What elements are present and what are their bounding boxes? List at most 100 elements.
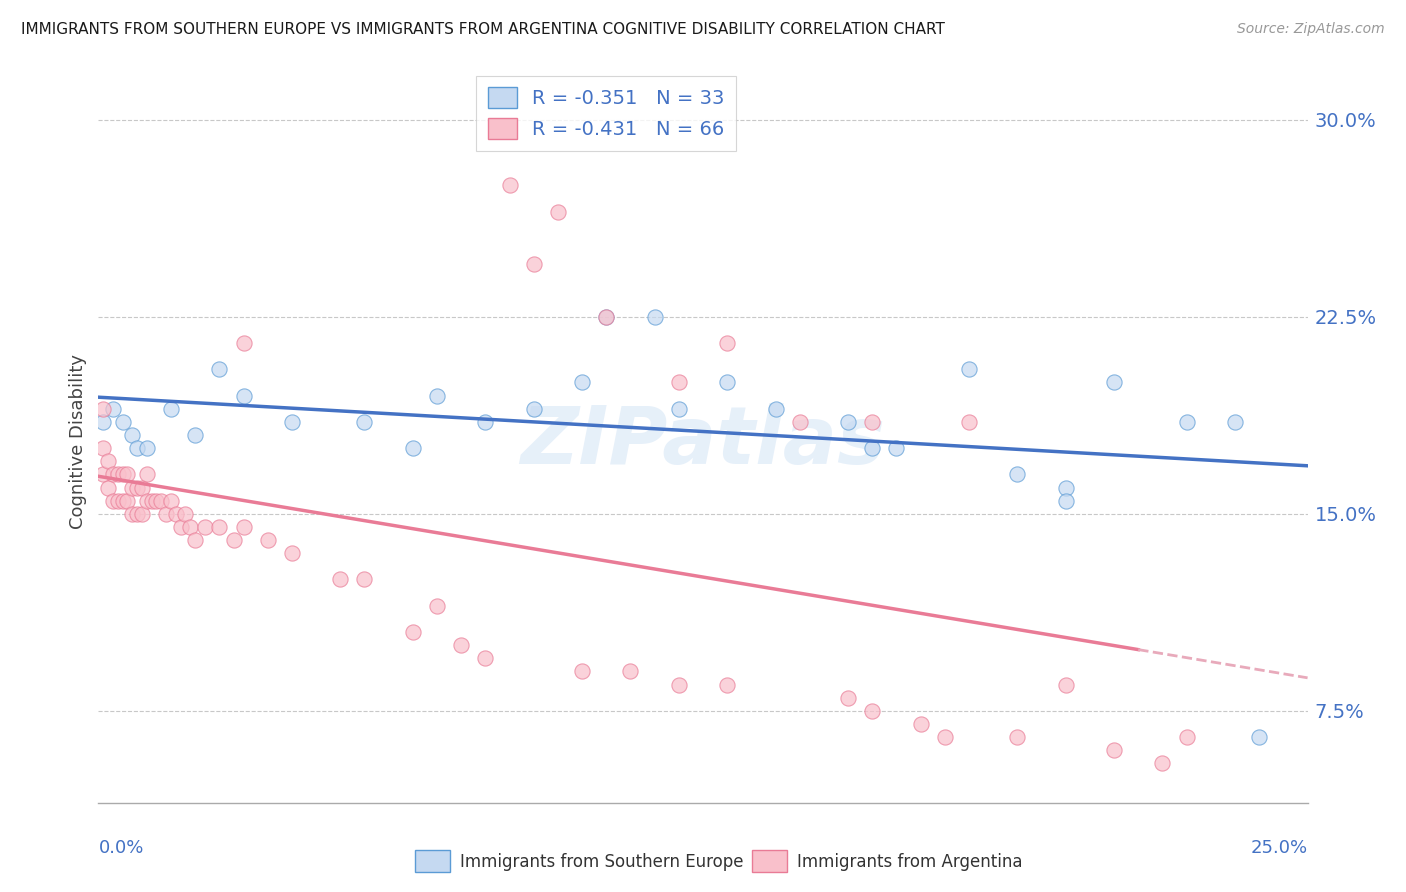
Point [910, 717, 932, 731]
Point [1054, 493, 1077, 508]
Point [145, 493, 167, 508]
Text: ZIPatlas: ZIPatlas [520, 402, 886, 481]
Point [934, 730, 956, 744]
Point [127, 481, 149, 495]
Point [402, 441, 425, 455]
Point [1054, 677, 1077, 691]
Point [668, 677, 690, 691]
Point [208, 362, 231, 376]
Point [837, 415, 859, 429]
Point [957, 415, 980, 429]
Point [860, 704, 883, 718]
Point [232, 388, 254, 402]
Point [101, 493, 124, 508]
Point [121, 507, 143, 521]
Point [141, 493, 163, 508]
Point [135, 467, 157, 482]
Point [97, 454, 120, 468]
Point [135, 493, 157, 508]
Point [523, 257, 546, 271]
Point [208, 520, 231, 534]
Point [402, 625, 425, 640]
Point [127, 441, 149, 455]
Point [716, 336, 738, 351]
Point [1102, 743, 1125, 757]
Point [117, 467, 139, 482]
Point [716, 677, 738, 691]
Point [1007, 730, 1029, 744]
Text: Immigrants from Southern Europe: Immigrants from Southern Europe [460, 853, 744, 871]
Point [91, 401, 114, 416]
Point [111, 467, 134, 482]
Point [184, 533, 207, 547]
Point [222, 533, 245, 547]
FancyBboxPatch shape [752, 850, 787, 872]
Point [107, 467, 129, 482]
Point [160, 493, 183, 508]
Point [174, 507, 197, 521]
Point [595, 310, 617, 324]
Point [91, 415, 114, 429]
Point [91, 441, 114, 455]
Text: Immigrants from Argentina: Immigrants from Argentina [797, 853, 1022, 871]
Point [571, 665, 593, 679]
Point [111, 493, 134, 508]
Point [498, 178, 520, 193]
Point [644, 310, 666, 324]
Point [91, 467, 114, 482]
Point [131, 507, 153, 521]
FancyBboxPatch shape [415, 850, 450, 872]
Y-axis label: Cognitive Disability: Cognitive Disability [69, 354, 87, 529]
Point [155, 507, 177, 521]
Point [1223, 415, 1246, 429]
Point [101, 401, 124, 416]
Point [165, 507, 187, 521]
Point [886, 441, 908, 455]
Point [426, 388, 449, 402]
Text: 0.0%: 0.0% [98, 838, 143, 857]
Point [353, 573, 375, 587]
Point [860, 415, 883, 429]
Point [668, 401, 690, 416]
Point [329, 573, 352, 587]
Text: Source: ZipAtlas.com: Source: ZipAtlas.com [1237, 22, 1385, 37]
Text: IMMIGRANTS FROM SOUTHERN EUROPE VS IMMIGRANTS FROM ARGENTINA COGNITIVE DISABILIT: IMMIGRANTS FROM SOUTHERN EUROPE VS IMMIG… [21, 22, 945, 37]
Point [571, 376, 593, 390]
Point [256, 533, 278, 547]
Point [121, 481, 143, 495]
Point [232, 336, 254, 351]
Point [135, 441, 157, 455]
Point [1249, 730, 1271, 744]
Point [127, 507, 149, 521]
Point [837, 690, 859, 705]
Point [957, 362, 980, 376]
Point [184, 428, 207, 442]
Point [169, 520, 191, 534]
Point [232, 520, 254, 534]
Point [160, 401, 183, 416]
Legend: R = -0.351   N = 33, R = -0.431   N = 66: R = -0.351 N = 33, R = -0.431 N = 66 [477, 76, 737, 151]
Point [619, 665, 641, 679]
Point [101, 467, 124, 482]
Point [426, 599, 449, 613]
Point [668, 376, 690, 390]
Point [150, 493, 173, 508]
Point [1054, 481, 1077, 495]
Point [716, 376, 738, 390]
Point [1152, 756, 1174, 771]
Point [860, 441, 883, 455]
Point [131, 481, 153, 495]
Point [789, 415, 811, 429]
Point [1007, 467, 1029, 482]
Point [281, 546, 304, 560]
Point [97, 481, 120, 495]
Point [474, 415, 496, 429]
Point [523, 401, 546, 416]
Point [179, 520, 201, 534]
Point [1175, 730, 1198, 744]
Point [595, 310, 617, 324]
Point [353, 415, 375, 429]
Point [1175, 415, 1198, 429]
Point [474, 651, 496, 665]
Point [194, 520, 217, 534]
